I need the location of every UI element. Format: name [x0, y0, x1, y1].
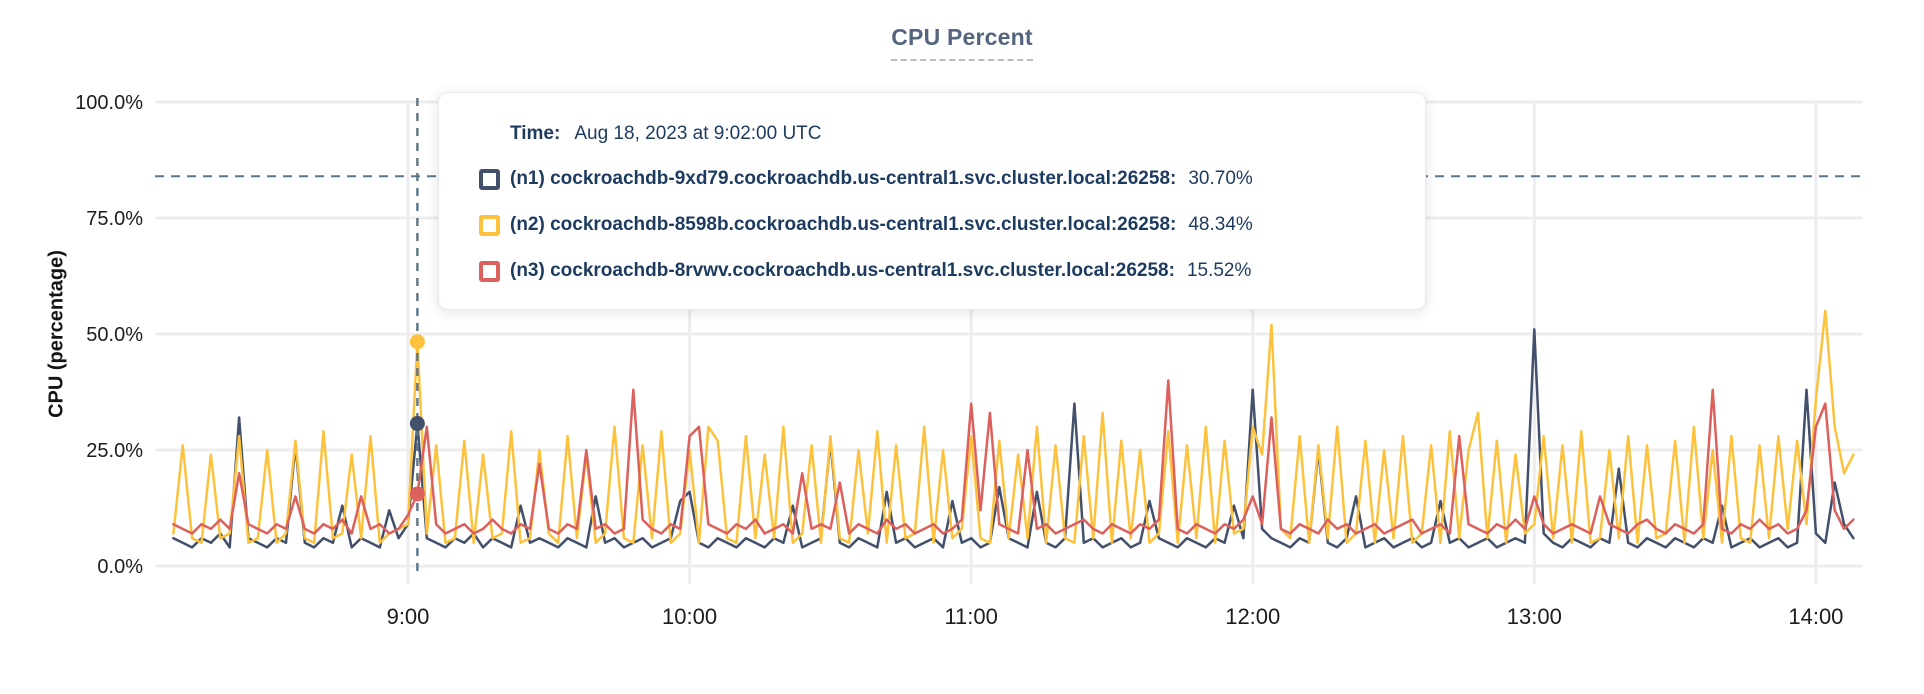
tooltip-series-value: 15.52%	[1186, 260, 1252, 281]
series-line-n3	[172, 379, 1855, 535]
svg-text:14:00: 14:00	[1788, 604, 1843, 629]
tooltip-series-value: 30.70%	[1188, 168, 1253, 189]
svg-text:12:00: 12:00	[1225, 604, 1280, 629]
y-axis-title: CPU (percentage)	[45, 250, 68, 418]
svg-text:9:00: 9:00	[387, 604, 430, 629]
tooltip-series-label: (n2) cockroachdb-8598b.cockroachdb.us-ce…	[510, 214, 1177, 235]
svg-text:25.0%: 25.0%	[86, 440, 143, 462]
hover-dot-n1	[409, 416, 425, 432]
svg-text:11:00: 11:00	[944, 604, 997, 629]
hover-dot-n3	[409, 486, 425, 502]
tooltip-time-label: Time:	[510, 123, 561, 144]
tooltip-series-row-n2: (n2) cockroachdb-8598b.cockroachdb.us-ce…	[479, 213, 1385, 237]
tooltip-series-row-n3: (n3) cockroachdb-8rvwv.cockroachdb.us-ce…	[479, 259, 1385, 283]
chart-header: CPU Percent	[0, 24, 1924, 61]
n2-legend-swatch-icon	[479, 214, 500, 236]
tooltip-series-label: (n3) cockroachdb-8rvwv.cockroachdb.us-ce…	[510, 260, 1175, 281]
n3-legend-swatch-icon	[479, 260, 500, 282]
tooltip-series-row-n1: (n1) cockroachdb-9xd79.cockroachdb.us-ce…	[479, 167, 1385, 191]
svg-text:0.0%: 0.0%	[97, 556, 143, 578]
tooltip-time-value: Aug 18, 2023 at 9:02:00 UTC	[574, 123, 822, 144]
n1-legend-swatch-icon	[479, 168, 500, 190]
tooltip-time-row: Time: Aug 18, 2023 at 9:02:00 UTC	[510, 123, 1385, 145]
svg-text:100.0%: 100.0%	[75, 92, 143, 114]
svg-text:13:00: 13:00	[1507, 604, 1562, 629]
tooltip-series-value: 48.34%	[1188, 214, 1253, 235]
svg-text:10:00: 10:00	[662, 604, 717, 629]
chart-title: CPU Percent	[891, 24, 1033, 61]
svg-text:50.0%: 50.0%	[86, 324, 143, 346]
chart-tooltip: Time: Aug 18, 2023 at 9:02:00 UTC (n1) co…	[438, 92, 1426, 310]
hover-dot-n2	[409, 334, 425, 350]
tooltip-series-label: (n1) cockroachdb-9xd79.cockroachdb.us-ce…	[510, 168, 1177, 189]
series-line-n2	[172, 309, 1855, 545]
svg-text:75.0%: 75.0%	[86, 208, 143, 230]
